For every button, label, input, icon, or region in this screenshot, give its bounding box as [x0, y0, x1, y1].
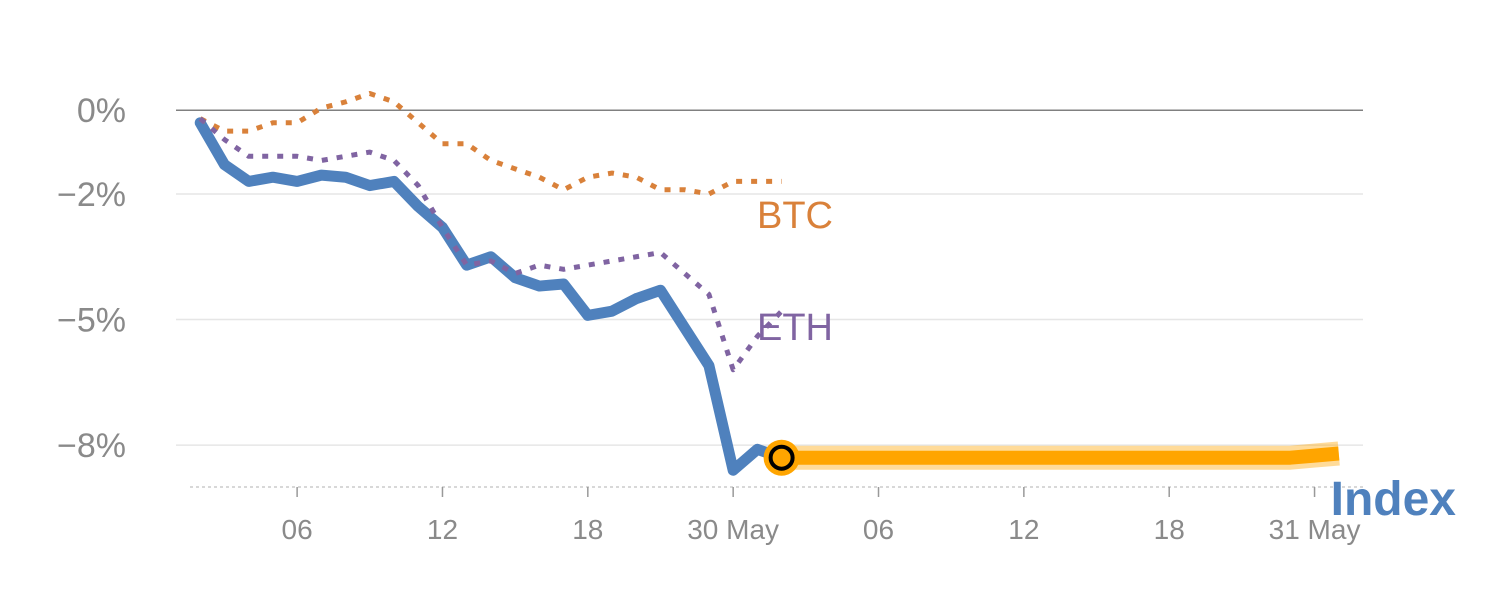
y-tick-label: 0% [77, 92, 126, 130]
x-tick-label: 30 May [687, 514, 779, 545]
x-tick-label: 18 [572, 514, 603, 545]
series-lines [194, 90, 788, 476]
eth-series-line [198, 116, 784, 373]
y-tick-label: −5% [57, 302, 126, 340]
last-point-marker [768, 444, 795, 471]
y-axis-ticks: 0% −2% −5% −8% [57, 92, 126, 465]
index-series-label: Index [1331, 473, 1457, 526]
btc-series-line [199, 90, 782, 197]
eth-series-label: ETH [757, 307, 833, 349]
x-tick-label: 12 [427, 514, 458, 545]
y-tick-label: −8% [57, 427, 126, 465]
x-tick-label: 06 [282, 514, 313, 545]
btc-series-label: BTC [757, 195, 833, 237]
x-tick-label: 31 May [1269, 514, 1361, 545]
forecast-band-line [781, 446, 1340, 465]
forecast-band [763, 439, 1340, 476]
x-tick-label: 18 [1154, 514, 1185, 545]
x-tick-label: 06 [863, 514, 894, 545]
index-series-line [194, 117, 788, 476]
x-axis-ticks: 06 12 18 30 May 06 12 18 31 May [282, 487, 1361, 545]
y-tick-label: −2% [57, 176, 126, 214]
x-tick-label: 12 [1008, 514, 1039, 545]
series-labels: BTC ETH Index [757, 195, 1456, 526]
grid-lines [176, 109, 1363, 446]
